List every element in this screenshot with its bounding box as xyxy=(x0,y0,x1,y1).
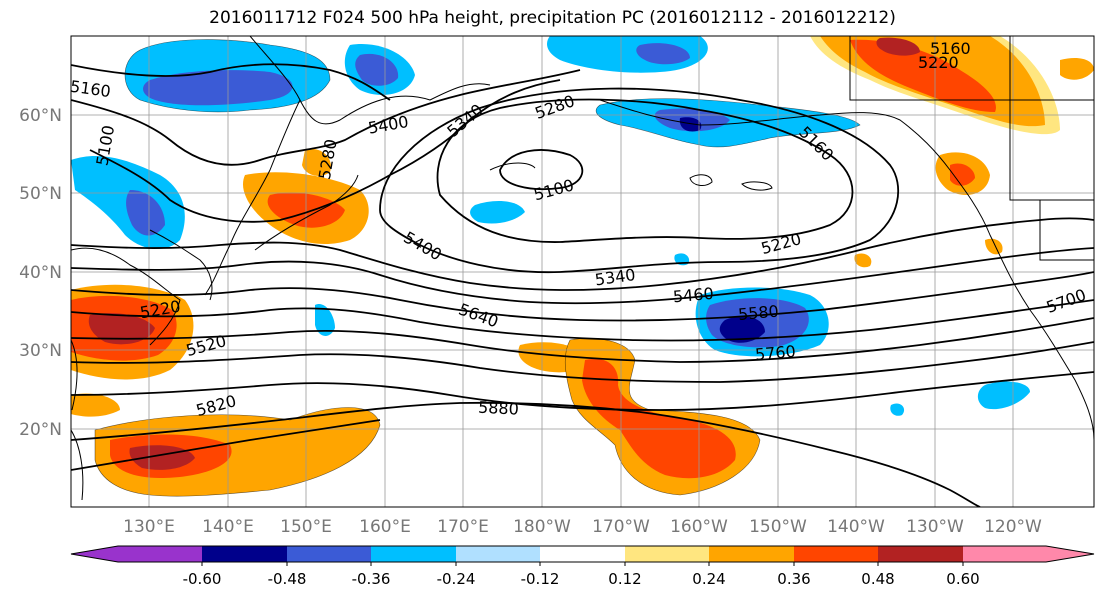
colorbar-tick-label: -0.60 xyxy=(183,570,222,588)
colorbar-tick-label: -0.24 xyxy=(437,570,476,588)
colorbar-tick-label: -0.36 xyxy=(352,570,391,588)
chart-title: 2016011712 F024 500 hPa height, precipit… xyxy=(209,8,896,28)
colorbar: -0.60 -0.48 -0.36 -0.24 -0.12 0.12 0.24 … xyxy=(70,545,1095,588)
lon-label: 150°W xyxy=(749,517,807,537)
colorbar-seg-9 xyxy=(878,546,963,562)
lon-label: 140°W xyxy=(827,517,885,537)
contour-label: 5160 xyxy=(930,39,971,58)
lon-label: 170°E xyxy=(437,517,489,537)
height-contours xyxy=(71,63,1094,507)
colorbar-seg-6 xyxy=(625,546,709,562)
colorbar-tick-label: -0.12 xyxy=(521,570,560,588)
colorbar-seg-3 xyxy=(371,546,456,562)
lon-label: 180°W xyxy=(513,517,571,537)
colorbar-tick-label: 0.48 xyxy=(861,570,894,588)
colorbar-seg-0 xyxy=(71,546,202,562)
contour-label: 5580 xyxy=(737,302,779,324)
colorbar-ticks xyxy=(201,562,964,566)
lat-label-60n: 60°N xyxy=(19,106,62,126)
lon-label: 150°E xyxy=(280,517,332,537)
negative-precip-fill xyxy=(71,36,1030,416)
colorbar-tick-labels: -0.60 -0.48 -0.36 -0.24 -0.12 0.12 0.24 … xyxy=(183,570,980,588)
contour-label: 5760 xyxy=(754,342,796,364)
lat-label-20n: 20°N xyxy=(19,420,62,440)
map-area: 5160 5100 5280 5400 5340 5280 5100 5160 … xyxy=(71,36,1094,507)
colorbar-tick-label: 0.24 xyxy=(692,570,725,588)
colorbar-seg-5 xyxy=(540,546,625,562)
colorbar-tick-label: 0.60 xyxy=(946,570,979,588)
longitude-labels: 130°E 140°E 150°E 160°E 170°E 180°W 170°… xyxy=(123,517,1042,537)
colorbar-seg-10 xyxy=(963,546,1094,562)
colorbar-seg-2 xyxy=(287,546,371,562)
colorbar-tick-label: 0.12 xyxy=(608,570,641,588)
colorbar-tick-label: -0.48 xyxy=(268,570,307,588)
lon-label: 170°W xyxy=(592,517,650,537)
lon-label: 140°E xyxy=(202,517,254,537)
lat-label-50n: 50°N xyxy=(19,184,62,204)
lon-label: 130°W xyxy=(906,517,964,537)
lon-label: 120°W xyxy=(984,517,1042,537)
map-border xyxy=(70,35,1095,508)
lon-label: 130°E xyxy=(123,517,175,537)
colorbar-seg-4 xyxy=(456,546,540,562)
lon-label: 160°E xyxy=(359,517,411,537)
lon-label: 160°W xyxy=(670,517,728,537)
coastlines xyxy=(71,36,1094,501)
gridlines xyxy=(71,36,1094,507)
contour-label: 5460 xyxy=(672,284,714,306)
lat-label-30n: 30°N xyxy=(19,341,62,361)
colorbar-seg-8 xyxy=(794,546,878,562)
contour-label: 5220 xyxy=(918,53,959,72)
colorbar-seg-1 xyxy=(202,546,287,562)
colorbar-tick-label: 0.36 xyxy=(777,570,810,588)
contour-label: 5880 xyxy=(478,398,520,419)
colorbar-seg-7 xyxy=(709,546,794,562)
colorbar-outline xyxy=(70,545,1095,563)
latitude-labels: 60°N 50°N 40°N 30°N 20°N xyxy=(19,106,62,440)
lat-label-40n: 40°N xyxy=(19,263,62,283)
precip-outlines xyxy=(94,39,861,497)
